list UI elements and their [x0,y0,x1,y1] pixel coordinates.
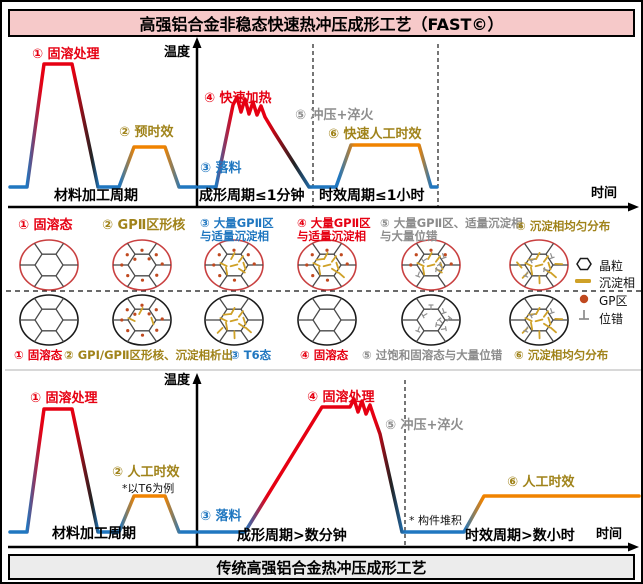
microstructure-circle [509,239,569,291]
micro-trad-label-4: ④ 固溶态 [300,348,349,362]
microstructure-circle [112,239,172,291]
fast-title-banner: 高强铝合金非稳态快速热冲压成形工艺（FAST©） [8,9,635,37]
traditional-title-banner: 传统高强铝合金热冲压成形工艺 [8,554,635,580]
fast-step5-label: ⑤ 冲压+淬火 [295,108,374,123]
micro-trad-label-1: ① 固溶态 [14,348,63,362]
trad-forming-aging-curve [197,397,641,534]
legend-dislocation-label: 位错 [599,312,624,326]
fast-step6-label: ⑥ 快速人工时效 [328,127,422,142]
fast-phase-forming-label: 成形周期≤1分钟 [199,188,305,204]
microstructure-circle [112,294,172,346]
trad-step4-label: ④ 固溶处理 [307,390,375,405]
trad-material-processing-curve [8,407,198,534]
trad-step3-label: ③ 落料 [200,509,242,524]
legend-grain-label: 晶粒 [599,259,624,273]
trad-time-axis-label: 时间 [596,527,623,542]
trad-step2-label: ② 人工时效 [112,465,180,480]
fast-step1-label: ① 固溶处理 [32,47,100,62]
legend-precipitate-label: 沉淀相 [599,276,636,290]
traditional-title: 传统高强铝合金热冲压成形工艺 [216,558,427,577]
legend-gp-zone-label: GP区 [599,294,628,308]
microstructure-circle [204,294,264,346]
micro-fast-label-1: ① 固溶态 [18,218,73,233]
trad-step5-note: * 构件堆积 [409,514,462,527]
trad-phase-material-label: 材料加工周期 [52,526,136,542]
micro-fast-label-3: ③ 大量GPⅡ区 与适量沉淀相 [200,216,274,243]
fast-step3-label: ③ 落料 [200,161,242,176]
fast-phase-aging-label: 时效周期≤1小时 [319,188,425,204]
fast-material-processing-curve [8,62,198,189]
microstructure-circle [297,294,357,346]
microstructure-circle [401,239,461,291]
trad-temperature-axis-arrow-icon [192,373,202,384]
trad-phase-aging-label: 时效周期>数小时 [465,528,575,544]
microstructure-circle [19,294,79,346]
gp-zone-dot-icon [579,294,589,304]
fast-temp-axis-label: 温度 [164,45,191,60]
micro-trad-label-2: ② GPⅠ/GPⅡ区形核、沉淀相析出 [64,348,234,362]
fast-forming-aging-curve [197,95,439,189]
dislocation-icon [579,310,589,320]
micro-trad-label-5: ⑤ 过饱和固溶态与大量位错 [362,348,503,362]
grain-hexagon-icon [576,257,592,271]
microstructure-circles [19,239,569,346]
fast-time-axis-label: 时间 [591,186,618,201]
fast-title: 高强铝合金非稳态快速热冲压成形工艺（FAST©） [139,15,504,34]
fast-time-axis-arrow-icon [628,202,639,212]
trad-temp-axis-label: 温度 [164,373,191,388]
microstructure-circle [297,239,357,291]
fast-temperature-axis-arrow-icon [192,37,202,48]
micro-trad-label-3: ③ T6态 [230,348,272,362]
trad-time-axis-arrow-icon [628,542,639,552]
microstructure-circle [204,239,264,291]
trad-step6-label: ⑥ 人工时效 [507,475,575,490]
microstructure-circle [19,239,79,291]
trad-step2-note: *以T6为例 [122,482,175,495]
microstructure-circle [401,294,461,346]
trad-step1-label: ① 固溶处理 [30,391,98,406]
micro-fast-label-2: ② GPⅡ区形核 [102,218,186,233]
micro-fast-label-4: ④ 大量GPⅡ区 与适量沉淀相 [297,216,371,243]
fast-step2-label: ② 预时效 [119,125,174,140]
trad-phase-forming-label: 成形周期>数分钟 [237,528,347,544]
micro-trad-label-6: ⑥ 沉淀相均匀分布 [514,348,609,362]
precipitate-bar-icon [575,279,591,283]
micro-fast-label-6: ⑥ 沉淀相均匀分布 [516,219,611,233]
fast-phase-material-label: 材料加工周期 [54,188,138,204]
trad-step5-label: ⑤ 冲压+淬火 [385,418,464,433]
microstructure-circle [509,294,569,346]
fast-step4-label: ④ 快速加热 [204,91,272,106]
micro-fast-label-5: ⑤ 大量GPⅡ区、适量沉淀相 与大量位错 [380,216,523,243]
